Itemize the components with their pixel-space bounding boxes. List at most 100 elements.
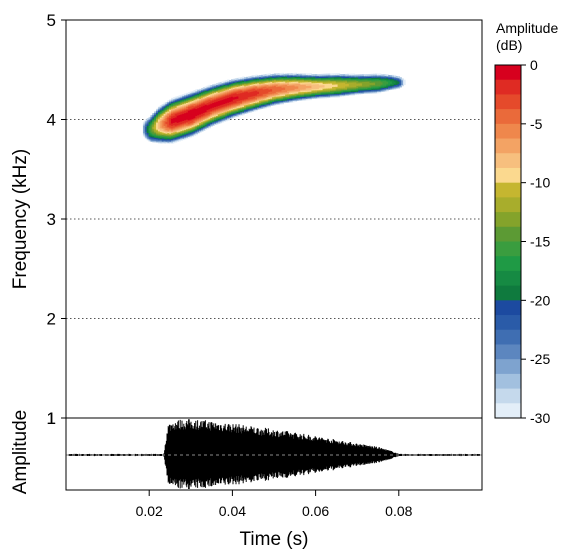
- heatmap-cell: [333, 74, 337, 77]
- heatmap-cell: [148, 134, 152, 137]
- heatmap-cell: [180, 104, 183, 107]
- heatmap-cell: [230, 94, 234, 97]
- heatmap-cell: [195, 128, 198, 131]
- heatmap-cell: [236, 86, 240, 89]
- heatmap-cell: [229, 80, 232, 82]
- heatmap-cell: [144, 122, 148, 125]
- heatmap-cell: [197, 99, 200, 102]
- heatmap-cell: [221, 104, 225, 106]
- heatmap-cell: [159, 124, 163, 126]
- heatmap-cell: [339, 86, 342, 88]
- heatmap-cell: [148, 133, 152, 136]
- heatmap-cell: [176, 111, 180, 114]
- heatmap-cell: [189, 97, 193, 100]
- heatmap-cell: [343, 88, 346, 91]
- heatmap-cell: [324, 93, 328, 96]
- heatmap-cell: [154, 125, 157, 128]
- heatmap-cell: [234, 105, 238, 108]
- heatmap-cell: [262, 75, 266, 78]
- heatmap-cell: [186, 117, 189, 120]
- heatmap-cell: [390, 79, 393, 82]
- heatmap-cell: [251, 101, 255, 104]
- heatmap-cell: [199, 113, 202, 116]
- heatmap-cell: [315, 75, 318, 78]
- heatmap-cell: [328, 96, 331, 99]
- heatmap-cell: [283, 84, 286, 87]
- heatmap-cell: [341, 76, 344, 79]
- heatmap-cell: [176, 106, 180, 109]
- heatmap-cell: [165, 128, 168, 131]
- heatmap-cell: [156, 130, 159, 133]
- heatmap-cell: [172, 135, 176, 138]
- heatmap-cell: [202, 87, 206, 90]
- heatmap-cell: [298, 73, 301, 76]
- heatmap-cell: [300, 95, 303, 97]
- heatmap-cell: [204, 125, 208, 128]
- heatmap-cell: [264, 74, 268, 76]
- heatmap-cell: [318, 96, 322, 99]
- heatmap-cell: [262, 94, 266, 97]
- heatmap-cell: [229, 91, 232, 94]
- heatmap-cell: [161, 129, 165, 132]
- heatmap-cell: [167, 132, 170, 135]
- heatmap-cell: [159, 139, 163, 142]
- heatmap-cell: [249, 84, 253, 87]
- heatmap-cell: [208, 103, 211, 106]
- heatmap-cell: [356, 86, 359, 89]
- heatmap-cell: [232, 91, 236, 94]
- heatmap-cell: [244, 109, 247, 112]
- heatmap-cell: [159, 131, 163, 134]
- heatmap-cell: [174, 107, 178, 110]
- heatmap-cell: [339, 88, 342, 91]
- heatmap-cell: [376, 79, 380, 82]
- heatmap-cell: [388, 76, 391, 79]
- heatmap-cell: [386, 84, 389, 87]
- heatmap-cell: [264, 76, 268, 79]
- heatmap-cell: [311, 77, 314, 80]
- heatmap-cell: [184, 123, 187, 126]
- heatmap-cell: [294, 93, 298, 95]
- heatmap-cell: [154, 124, 157, 126]
- heatmap-cell: [221, 83, 225, 86]
- heatmap-cell: [236, 92, 240, 95]
- heatmap-cell: [326, 92, 329, 95]
- heatmap-cell: [206, 110, 210, 113]
- heatmap-cell: [234, 93, 238, 96]
- heatmap-cell: [274, 75, 277, 78]
- heatmap-cell: [210, 101, 213, 104]
- heatmap-cell: [264, 84, 268, 87]
- heatmap-cell: [360, 82, 363, 85]
- heatmap-cell: [242, 113, 245, 116]
- heatmap-cell: [326, 95, 329, 97]
- heatmap-cell: [178, 133, 181, 136]
- heatmap-cell: [156, 108, 159, 111]
- heatmap-cell: [255, 104, 258, 107]
- heatmap-cell: [315, 81, 318, 84]
- heatmap-cell: [249, 78, 253, 81]
- heatmap-cell: [343, 83, 346, 86]
- heatmap-cell: [184, 122, 187, 124]
- heatmap-cell: [285, 93, 288, 96]
- heatmap-cell: [223, 84, 226, 87]
- heatmap-cell: [217, 110, 221, 112]
- heatmap-cell: [249, 92, 253, 95]
- heatmap-cell: [178, 104, 181, 107]
- heatmap-cell: [352, 81, 356, 84]
- heatmap-cell: [212, 122, 215, 125]
- heatmap-cell: [223, 117, 226, 120]
- heatmap-cell: [245, 107, 249, 110]
- heatmap-cell: [163, 120, 167, 123]
- heatmap-cell: [217, 114, 221, 117]
- heatmap-cell: [200, 109, 204, 112]
- colorbar-swatch: [495, 79, 521, 95]
- heatmap-cell: [176, 104, 180, 107]
- heatmap-cell: [208, 114, 211, 117]
- heatmap-cell: [163, 140, 167, 143]
- heatmap-cell: [244, 86, 247, 89]
- heatmap-cell: [268, 93, 271, 96]
- heatmap-cell: [309, 76, 313, 79]
- heatmap-cell: [176, 132, 180, 135]
- heatmap-cell: [200, 99, 204, 102]
- heatmap-cell: [341, 74, 344, 76]
- heatmap-cell: [303, 85, 307, 88]
